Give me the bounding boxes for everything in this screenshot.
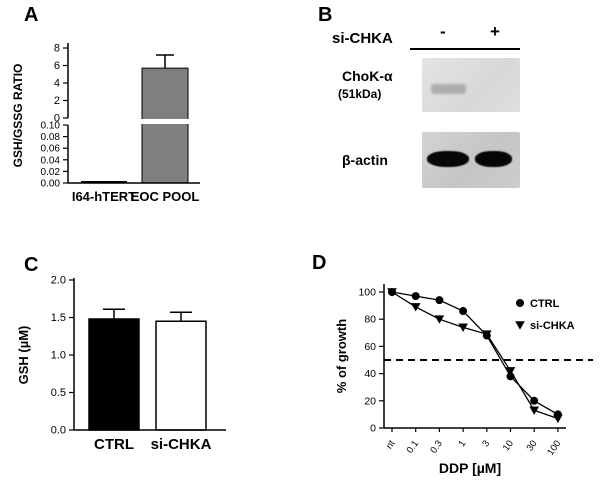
lane-header: - + [410,22,520,50]
svg-text:0.10: 0.10 [41,121,61,132]
series-line-si-chka [391,291,559,420]
ctrl-marker [459,307,468,316]
bar-ctrl [88,318,140,431]
panel-b-label: B [318,4,333,26]
si-chka-marker [410,303,421,312]
svg-text:DDP [µM]: DDP [µM] [439,460,501,476]
svg-text:si-CHKA: si-CHKA [151,436,212,453]
svg-text:60: 60 [364,341,376,353]
svg-text:0.08: 0.08 [41,132,61,143]
svg-text:0.04: 0.04 [41,155,61,166]
bar-eoc-pool [141,67,189,184]
svg-text:0.02: 0.02 [41,167,61,178]
svg-text:EOC POOL: EOC POOL [131,189,200,204]
chok-band-lane1 [431,84,466,94]
panel-c-label: C [24,254,39,276]
panel-a: A 0 2 4 6 8 0.00 0.02 0.04 0.06 0.08 0.10 I64-hTERT… [0,4,245,226]
svg-text:% of growth: % of growth [334,319,349,393]
svg-text:0.0: 0.0 [51,425,66,437]
svg-text:0.5: 0.5 [51,387,66,399]
series-line-ctrl [391,291,559,415]
svg-text:4: 4 [54,78,60,90]
si-chka-marker [505,367,516,376]
svg-text:80: 80 [364,314,376,326]
svg-text:20: 20 [364,395,376,407]
panel-d: D 0 20 40 60 80 100 nt 0.1 0.3 1 3 10 30 100 CTRL si-CH… [298,248,601,488]
svg-text:1: 1 [457,438,469,449]
svg-text:0: 0 [54,113,60,125]
svg-text:8: 8 [54,43,60,55]
ctrl-marker [530,396,539,405]
panel-d-label: D [312,252,327,274]
si-chka-marker [458,323,468,332]
actin-band-lane2 [475,151,512,167]
svg-text:0.00: 0.00 [41,179,61,190]
svg-text:0.1: 0.1 [405,438,422,455]
svg-text:1.0: 1.0 [51,350,66,362]
svg-text:si-CHKA: si-CHKA [530,320,575,332]
actin-blot-image [422,132,520,188]
svg-text:40: 40 [364,368,376,380]
si-chka-marker [387,288,397,297]
panel-a-label: A [24,4,39,26]
svg-text:I64-hTERT: I64-hTERT [72,189,136,204]
actin-band-lane1 [427,151,469,167]
svg-text:2: 2 [54,95,60,107]
si-chka-marker [482,330,492,339]
actin-label: β-actin [342,152,388,168]
panel-a-chart: 0 2 4 6 8 0.000.020.040.060.080.10 I64-hTERTEO… [11,43,201,204]
svg-text:6: 6 [54,60,60,72]
chok-sublabel: (51kDa) [338,87,382,101]
panel-b: B si-CHKA - + ChoK-α (51kDa) β-actin [310,4,601,222]
legend-ctrl-marker [516,299,524,307]
svg-text:3: 3 [480,438,492,449]
svg-text:10: 10 [501,438,516,453]
si-chka-marker [553,414,563,424]
svg-text:0.3: 0.3 [428,438,445,455]
legend-si-chka-marker [515,321,525,330]
si-chka-marker [529,406,539,415]
svg-text:0: 0 [370,423,376,435]
svg-text:GSH/GSSG RATIO: GSH/GSSG RATIO [11,64,25,168]
svg-text:2.0: 2.0 [51,275,66,287]
si-chka-header: si-CHKA [332,30,393,47]
chok-blot-image [422,58,520,112]
ctrl-marker [435,296,444,305]
ctrl-marker [411,292,420,301]
svg-text:CTRL: CTRL [530,298,560,310]
svg-text:100: 100 [358,287,376,299]
svg-text:30: 30 [525,438,540,453]
bar-si-chka [155,320,207,431]
lane-plus-label: + [490,22,500,41]
svg-text:GSH (µM): GSH (µM) [16,326,31,385]
si-chka-marker [434,315,445,324]
bar-i64-htert [81,181,127,183]
svg-text:1.5: 1.5 [51,312,66,324]
svg-text:CTRL: CTRL [94,436,134,453]
panel-c-chart: 0.0 0.5 1.0 1.5 2.0 CTRL si-CHKA GSH (µM) [16,275,226,453]
svg-text:0.06: 0.06 [41,144,61,155]
svg-text:100: 100 [545,438,563,457]
lane-minus-label: - [440,22,446,41]
svg-text:nt: nt [384,438,398,451]
panel-c: C 0.0 0.5 1.0 1.5 2.0 CTRL si-CHKA GSH (µM) [0,250,255,486]
panel-d-chart: 0 20 40 60 80 100 nt 0.1 0.3 1 3 10 30 100 CTRL si-CHKA… [334,284,593,476]
chok-label: ChoK-α [342,68,393,84]
